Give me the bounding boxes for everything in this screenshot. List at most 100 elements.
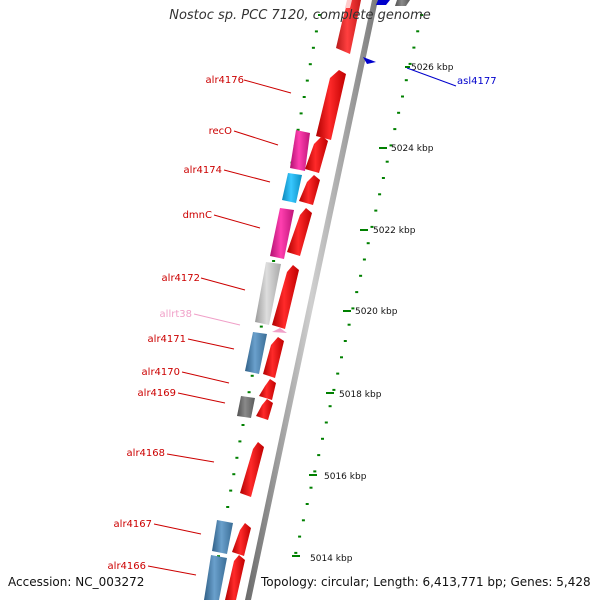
tick-mark (351, 307, 355, 310)
feature-block-allrt38[interactable] (272, 328, 287, 333)
gene-arrow-alr4176[interactable] (316, 70, 346, 140)
gene-arrow[interactable] (376, 0, 390, 5)
ruler-label: 5014 kbp (310, 554, 353, 564)
gene-arrow-alr4168[interactable] (240, 442, 264, 497)
gene-label[interactable]: alr4171 (148, 334, 186, 345)
leader-lines (147, 67, 457, 576)
tick-mark (229, 489, 233, 492)
gene-arrow-alr4169[interactable] (256, 399, 273, 420)
gene-label[interactable]: asl4177 (457, 76, 497, 87)
gene-arrow[interactable] (336, 0, 361, 54)
gene-label[interactable]: alr4176 (206, 75, 244, 86)
gene-arrow-alr4166[interactable] (225, 555, 245, 600)
gene-arrow-alr4171[interactable] (263, 337, 284, 378)
tick-mark (217, 555, 220, 558)
tick-mark (241, 424, 245, 426)
tick-mark (393, 128, 397, 131)
feature-block-alr4167[interactable] (212, 520, 233, 554)
tick-mark (362, 258, 366, 261)
gene-label[interactable]: alr4170 (142, 367, 180, 378)
tick-mark (321, 437, 324, 440)
tick-mark (250, 374, 254, 377)
ruler-label: 5022 kbp (373, 226, 416, 236)
tick-mark (324, 421, 328, 424)
gene-arrow-alr4167[interactable] (232, 523, 251, 556)
tick-mark (247, 391, 251, 394)
gene-label[interactable]: alr4168 (127, 448, 165, 459)
feature-block-alr4166[interactable] (204, 555, 227, 600)
feature-block-alr4171[interactable] (245, 332, 267, 374)
tick-mark (305, 79, 309, 82)
gene-labels: alr4176 recO alr4174 dmnC alr4172 allrt3… (108, 75, 497, 572)
tick-mark (366, 242, 370, 245)
genome-summary: Topology: circular; Length: 6,413,771 bp… (261, 575, 591, 589)
tick-mark (294, 551, 298, 554)
gene-arrow[interactable] (345, 0, 352, 8)
gene-arrow-dmnC[interactable] (287, 208, 312, 256)
tick-mark (385, 160, 389, 163)
tick-mark (308, 63, 312, 66)
gene-label[interactable]: alr4169 (138, 388, 176, 399)
ruler-label: 5016 kbp (324, 472, 367, 482)
tick-mark (381, 177, 385, 179)
tick-mark (298, 535, 302, 538)
tick-mark (340, 356, 343, 359)
tick-mark (311, 46, 315, 49)
gene-arrow-alr4172[interactable] (272, 265, 299, 329)
tick-mark (347, 323, 351, 326)
tick-mark (336, 372, 340, 375)
tick-mark (378, 193, 382, 196)
tick-mark (370, 225, 374, 228)
tick-mark (317, 454, 321, 457)
gene-arrow-alr4174[interactable] (299, 175, 320, 205)
tick-track-outer (294, 14, 423, 554)
tick-mark (226, 506, 230, 508)
tick-mark (420, 14, 423, 16)
forward-strand-genes (225, 70, 346, 600)
feature-block-alr4169[interactable] (237, 396, 255, 418)
feature-block-recO[interactable] (290, 130, 310, 171)
tick-mark (332, 388, 336, 391)
tick-mark (401, 95, 404, 98)
gene-arrow-alr4170[interactable] (259, 379, 276, 400)
gene-label[interactable]: allrt38 (160, 309, 192, 320)
tick-mark (343, 340, 347, 342)
tick-mark (238, 440, 242, 443)
feature-block-alr4172[interactable] (255, 262, 281, 325)
tick-mark (313, 470, 317, 473)
ruler-label: 5020 kbp (355, 307, 398, 317)
tick-mark (374, 209, 378, 212)
gene-label[interactable]: dmnC (183, 210, 212, 221)
gene-label[interactable]: alr4172 (162, 273, 200, 284)
ruler-label: 5018 kbp (339, 390, 382, 400)
tick-mark (404, 79, 408, 82)
ruler-label: 5024 kbp (391, 144, 434, 154)
gene-label[interactable]: recO (209, 126, 233, 137)
gene-arrow-recO[interactable] (305, 136, 328, 173)
tick-mark (272, 260, 276, 262)
gene-arrow-asl4177[interactable] (363, 57, 376, 64)
tick-mark (309, 486, 313, 489)
genome-backbone (245, 0, 378, 600)
feature-track (204, 130, 310, 600)
ruler: 5026 kbp 5024 kbp 5022 kbp 5020 kbp 5018… (292, 63, 454, 564)
feature-block-dmnC[interactable] (270, 208, 294, 259)
tick-mark (408, 62, 412, 65)
tick-mark (355, 291, 359, 294)
tick-mark (235, 456, 239, 459)
tick-mark (299, 112, 303, 115)
gene-label[interactable]: alr4167 (114, 519, 152, 530)
gene-label[interactable]: alr4174 (184, 165, 222, 176)
tick-mark (232, 473, 236, 476)
tick-mark (389, 144, 393, 147)
accession-label: Accession: NC_003272 (8, 575, 145, 589)
tick-mark (301, 519, 305, 522)
feature-block-alr4174[interactable] (282, 173, 302, 203)
map-title: Nostoc sp. PCC 7120, complete genome (169, 8, 431, 23)
gene-arrow[interactable] (395, 0, 410, 6)
tick-mark (412, 46, 416, 49)
tick-mark (416, 30, 420, 33)
gene-label[interactable]: alr4166 (108, 561, 146, 572)
tick-mark (318, 14, 321, 16)
